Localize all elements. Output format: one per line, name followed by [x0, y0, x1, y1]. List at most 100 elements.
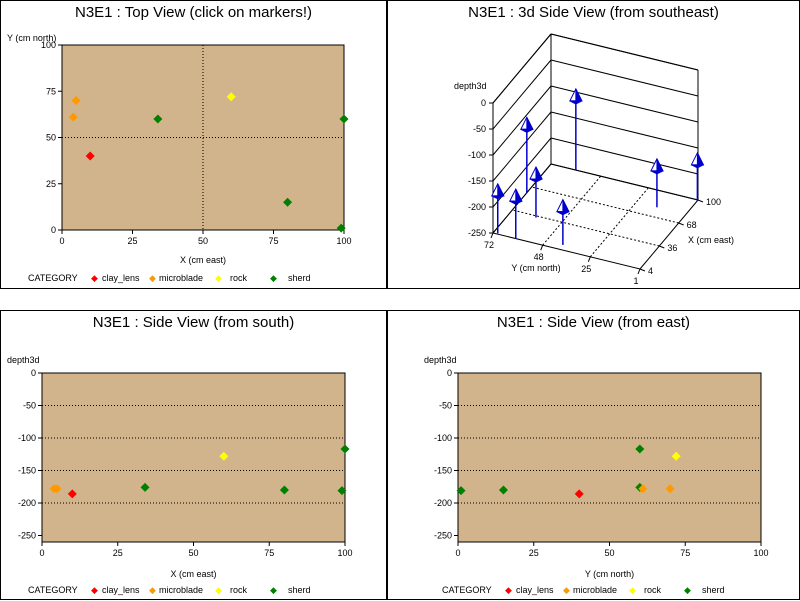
x-axis-label: X (cm east)	[688, 235, 734, 245]
south-view-chart: 0 25 50 75 100 0 -50 -100 -150 -200 -250 X (cm east…	[7, 355, 353, 579]
y-tick-label: 25	[46, 179, 56, 189]
legend-marker-sherd: ◆	[684, 585, 691, 595]
legend-marker-clay-lens: ◆	[505, 585, 512, 595]
data-point-base	[509, 200, 522, 205]
data-point-microblade[interactable]	[68, 112, 78, 122]
top-view-legend: CATEGORY ◆ clay_lens ◆ microblade ◆ rock…	[1, 273, 388, 287]
data-point-sherd[interactable]	[340, 444, 350, 454]
data-point-sherd[interactable]	[337, 486, 347, 496]
data-point-sherd[interactable]	[283, 197, 293, 207]
x-tick	[659, 245, 665, 249]
data-point-microblade[interactable]	[52, 484, 62, 494]
z-tick-label: -200	[468, 202, 486, 212]
floor-grid-line	[512, 209, 660, 247]
south-view-panel: N3E1 : Side View (from south) 0 25 50 75 100…	[0, 310, 387, 600]
data-point-base	[520, 128, 534, 133]
data-point-shade	[515, 188, 523, 202]
legend-label-sherd: sherd	[288, 273, 311, 283]
east-view-title: N3E1 : Side View (from east)	[496, 314, 691, 331]
x-tick	[639, 268, 646, 272]
y-tick-label: 25	[581, 264, 591, 274]
legend-marker-microblade: ◆	[563, 585, 570, 595]
y-tick-label: -250	[434, 531, 452, 541]
y-tick-label: -100	[18, 433, 36, 443]
legend-label-clay-lens: clay_lens	[102, 585, 140, 595]
y-tick-label: 0	[447, 368, 452, 378]
y-tick-label: 0	[31, 368, 36, 378]
data-point-sherd[interactable]	[498, 485, 508, 495]
data-point-rock[interactable]	[219, 451, 229, 461]
data-point-base	[650, 170, 664, 175]
y-tick-label: 100	[41, 40, 56, 50]
legend-label-rock: rock	[230, 273, 248, 283]
z-grid-line	[550, 33, 699, 71]
y-tick-label: 48	[534, 252, 544, 262]
floor-edge	[639, 199, 699, 270]
top-view-title: N3E1 : Top View (click on markers!)	[74, 4, 313, 21]
x-tick-label: 50	[188, 548, 198, 558]
legend-marker-sherd: ◆	[270, 585, 277, 595]
data-point-shade	[575, 88, 583, 102]
legend-label-microblade: microblade	[159, 273, 204, 283]
y-tick-label: -250	[18, 531, 36, 541]
y-tick-label: -50	[439, 401, 452, 411]
y-tick-label: -200	[434, 498, 452, 508]
z-grid-line	[550, 111, 699, 149]
data-point-rock[interactable]	[671, 451, 681, 461]
data-point-sherd[interactable]	[153, 114, 163, 124]
legend-marker-rock: ◆	[215, 273, 222, 283]
z-grid-line	[492, 85, 552, 156]
x-tick-label: 100	[336, 236, 351, 246]
data-point-microblade[interactable]	[71, 96, 81, 105]
data-point-rock[interactable]	[226, 92, 236, 102]
data-point-sherd[interactable]	[336, 223, 346, 233]
z-grid-line	[492, 59, 552, 130]
plot-area	[457, 372, 762, 543]
east-view-panel: N3E1 : Side View (from east) 0 25 50 75 100 0…	[387, 310, 800, 600]
legend-label-sherd: sherd	[288, 585, 311, 595]
z-grid-line	[492, 111, 552, 182]
floor-grid-line	[589, 187, 649, 258]
floor-grid-line	[531, 186, 679, 224]
data-point-microblade[interactable]	[665, 484, 675, 494]
data-point-base	[569, 100, 583, 105]
z-tick-label: -250	[468, 228, 486, 238]
x-tick-label: 25	[113, 548, 123, 558]
y-tick	[490, 232, 494, 239]
y-tick	[637, 268, 641, 275]
data-point-shade	[535, 166, 543, 180]
legend-label-microblade: microblade	[573, 585, 618, 595]
floor-edge	[492, 232, 641, 270]
data-point-sherd[interactable]	[635, 444, 645, 454]
x-tick-label: 0	[59, 236, 64, 246]
data-point-microblade[interactable]	[638, 484, 648, 494]
x-tick-label: 0	[39, 548, 44, 558]
legend-label-rock: rock	[230, 585, 248, 595]
legend-marker-rock: ◆	[215, 585, 222, 595]
legend-marker-microblade: ◆	[149, 273, 156, 283]
z-grid-line	[550, 163, 699, 201]
y-tick	[587, 256, 591, 263]
z-grid-line	[492, 163, 552, 234]
legend-label-clay-lens: clay_lens	[102, 273, 140, 283]
data-point-sherd[interactable]	[279, 485, 289, 495]
data-point-clay-lens[interactable]	[574, 489, 584, 499]
data-point-base	[556, 211, 570, 216]
data-point-sherd[interactable]	[339, 114, 349, 124]
south-view-title: N3E1 : Side View (from south)	[92, 314, 295, 331]
data-point-clay-lens[interactable]	[67, 489, 77, 499]
x-tick-label: 25	[127, 236, 137, 246]
data-point-sherd[interactable]	[140, 482, 150, 492]
top-view-chart: 0 25 50 75 100 0 25 50 75 100 X (cm east) Y (cm nor…	[7, 33, 352, 265]
data-point-shade	[696, 152, 705, 166]
z-tick-label: -50	[473, 124, 486, 134]
z-grid-line	[550, 85, 699, 123]
data-point-clay-lens[interactable]	[85, 151, 95, 161]
y-tick-label: 50	[46, 133, 56, 143]
data-point-sherd[interactable]	[456, 486, 466, 496]
x-tick-label: 0	[455, 548, 460, 558]
legend-marker-microblade: ◆	[149, 585, 156, 595]
floor-grid-line	[542, 175, 602, 246]
y-tick-label: 72	[484, 240, 494, 250]
legend-category-label: CATEGORY	[442, 585, 492, 595]
